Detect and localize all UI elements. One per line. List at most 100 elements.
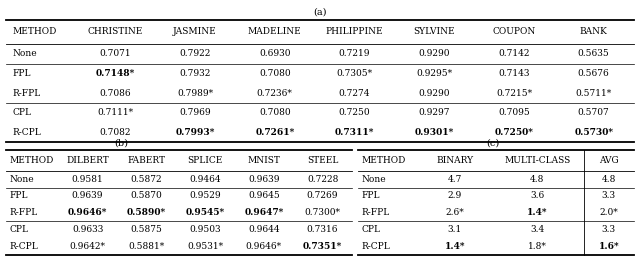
Text: 0.9464: 0.9464 [189,175,221,183]
Text: BINARY: BINARY [436,156,474,165]
Text: MULTI-CLASS: MULTI-CLASS [504,156,570,165]
Text: CHRISTINE: CHRISTINE [88,27,143,36]
Text: 1.4*: 1.4* [527,208,548,217]
Text: 0.7111*: 0.7111* [97,108,133,117]
Text: 0.7071: 0.7071 [99,49,131,58]
Text: AVG: AVG [599,156,619,165]
Text: 0.9639: 0.9639 [72,192,104,200]
Text: COUPON: COUPON [492,27,536,36]
Text: 0.9290: 0.9290 [419,49,450,58]
Text: 0.9647*: 0.9647* [244,208,284,217]
Text: None: None [10,175,35,183]
Text: 3.6: 3.6 [530,192,545,200]
Text: SYLVINE: SYLVINE [413,27,455,36]
Text: 1.6*: 1.6* [598,242,619,251]
Text: METHOD: METHOD [13,27,57,36]
Text: 0.7261*: 0.7261* [255,128,294,137]
Text: BANK: BANK [580,27,607,36]
Text: R-CPL: R-CPL [10,242,38,251]
Text: (a): (a) [313,8,327,17]
Text: 0.7236*: 0.7236* [257,89,292,98]
Text: R-FPL: R-FPL [361,208,389,217]
Text: MADELINE: MADELINE [248,27,301,36]
Text: 0.5890*: 0.5890* [127,208,166,217]
Text: 0.7148*: 0.7148* [95,69,135,78]
Text: CPL: CPL [10,225,29,234]
Text: METHOD: METHOD [361,156,406,165]
Text: STEEL: STEEL [307,156,339,165]
Text: 0.5872: 0.5872 [131,175,162,183]
Text: 0.7086: 0.7086 [99,89,131,98]
Text: 0.9633: 0.9633 [72,225,103,234]
Text: 4.8: 4.8 [530,175,545,183]
Text: 0.7969: 0.7969 [179,108,211,117]
Text: PHILIPPINE: PHILIPPINE [326,27,383,36]
Text: 0.7269: 0.7269 [307,192,339,200]
Text: 0.9295*: 0.9295* [416,69,452,78]
Text: 0.5870: 0.5870 [131,192,163,200]
Text: 3.3: 3.3 [602,225,616,234]
Text: 0.9646*: 0.9646* [246,242,282,251]
Text: 0.7993*: 0.7993* [175,128,214,137]
Text: FPL: FPL [10,192,28,200]
Text: 0.6930: 0.6930 [259,49,291,58]
Text: DILBERT: DILBERT [67,156,109,165]
Text: R-FPL: R-FPL [10,208,38,217]
Text: 0.9581: 0.9581 [72,175,104,183]
Text: 4.7: 4.7 [447,175,462,183]
Text: 0.7080: 0.7080 [259,69,291,78]
Text: 0.7250*: 0.7250* [495,128,533,137]
Text: None: None [361,175,386,183]
Text: 1.8*: 1.8* [528,242,547,251]
Text: 0.5676: 0.5676 [578,69,610,78]
Text: (c): (c) [486,138,499,147]
Text: R-CPL: R-CPL [361,242,390,251]
Text: 0.7351*: 0.7351* [303,242,342,251]
Text: 0.7080: 0.7080 [259,108,291,117]
Text: 0.5711*: 0.5711* [575,89,612,98]
Text: 0.7095: 0.7095 [498,108,530,117]
Text: 0.9642*: 0.9642* [70,242,106,251]
Text: 0.7082: 0.7082 [99,128,131,137]
Text: 0.7215*: 0.7215* [496,89,532,98]
Text: 0.9531*: 0.9531* [187,242,223,251]
Text: 3.3: 3.3 [602,192,616,200]
Text: 2.0*: 2.0* [600,208,618,217]
Text: 2.6*: 2.6* [445,208,464,217]
Text: 0.7300*: 0.7300* [305,208,340,217]
Text: CPL: CPL [361,225,380,234]
Text: CPL: CPL [13,108,31,117]
Text: R-CPL: R-CPL [13,128,42,137]
Text: FABERT: FABERT [127,156,165,165]
Text: 0.7250: 0.7250 [339,108,371,117]
Text: 0.9645: 0.9645 [248,192,280,200]
Text: 0.5730*: 0.5730* [574,128,613,137]
Text: 0.7274: 0.7274 [339,89,371,98]
Text: (b): (b) [115,138,129,147]
Text: 0.5875: 0.5875 [131,225,163,234]
Text: 4.8: 4.8 [602,175,616,183]
Text: 0.7989*: 0.7989* [177,89,213,98]
Text: 0.5635: 0.5635 [578,49,610,58]
Text: 0.7311*: 0.7311* [335,128,374,137]
Text: 0.5881*: 0.5881* [128,242,164,251]
Text: 0.9503: 0.9503 [189,225,221,234]
Text: 0.9290: 0.9290 [419,89,450,98]
Text: 0.7922: 0.7922 [179,49,211,58]
Text: 0.7316: 0.7316 [307,225,339,234]
Text: 0.7219: 0.7219 [339,49,371,58]
Text: METHOD: METHOD [10,156,54,165]
Text: FPL: FPL [13,69,31,78]
Text: JASMINE: JASMINE [173,27,217,36]
Text: 0.9529: 0.9529 [189,192,221,200]
Text: 0.9301*: 0.9301* [415,128,454,137]
Text: 0.9646*: 0.9646* [68,208,108,217]
Text: 0.9639: 0.9639 [248,175,280,183]
Text: 3.1: 3.1 [447,225,462,234]
Text: 0.9644: 0.9644 [248,225,280,234]
Text: 3.4: 3.4 [530,225,545,234]
Text: SPLICE: SPLICE [188,156,223,165]
Text: 0.9297: 0.9297 [419,108,450,117]
Text: 0.7305*: 0.7305* [337,69,372,78]
Text: 0.7932: 0.7932 [179,69,211,78]
